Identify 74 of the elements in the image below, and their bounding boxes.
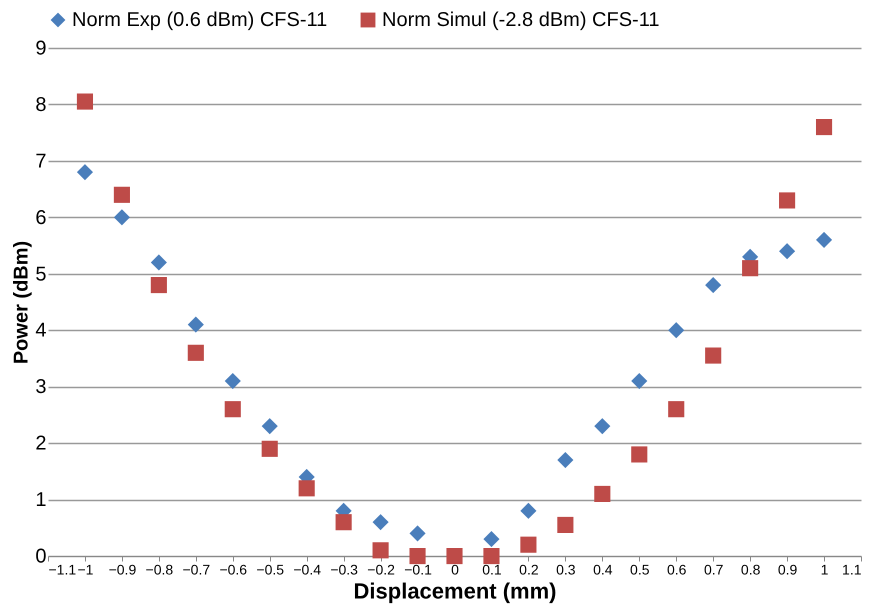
x-tick-label: −0.3 — [330, 562, 358, 578]
x-tick-label: 0.1 — [482, 562, 502, 578]
point — [150, 277, 167, 294]
x-tick-label: −1 — [77, 562, 94, 578]
x-tick-label: −0.4 — [293, 562, 322, 578]
point — [336, 514, 352, 530]
x-tick-label: −0.6 — [219, 562, 248, 578]
point — [76, 94, 94, 110]
y-tick-label: 8 — [35, 94, 46, 116]
y-tick-label: 9 — [35, 38, 46, 60]
x-tick-label: −0.7 — [182, 562, 210, 578]
y-tick-label: 6 — [35, 206, 46, 229]
x-tick-label: −0.5 — [256, 562, 284, 578]
point — [150, 254, 167, 271]
point — [224, 372, 241, 390]
x-tick-label: 0.5 — [630, 562, 650, 578]
point — [631, 446, 648, 462]
point — [594, 486, 610, 502]
point — [742, 260, 758, 276]
x-tick-label: 0.3 — [556, 562, 576, 578]
x-tick-label: 0.2 — [519, 562, 539, 578]
point — [76, 164, 94, 180]
x-tick-label: 0.8 — [740, 562, 761, 578]
point — [705, 348, 722, 364]
x-tick-label: 0.9 — [778, 562, 798, 578]
point — [520, 502, 536, 519]
point — [594, 418, 610, 434]
point — [557, 452, 574, 468]
x-tick-label: −1.1 — [48, 562, 76, 578]
y-tick-label: 7 — [35, 150, 46, 172]
x-tick-label: −0.9 — [108, 562, 136, 578]
x-axis-title: Displacement (mm) — [354, 578, 556, 604]
legend-label: Norm Exp (0.6 dBm) CFS-11 — [72, 9, 328, 31]
x-tick-label: 1.1 — [842, 562, 862, 578]
point — [224, 401, 241, 418]
point — [483, 548, 500, 564]
y-tick-label: 2 — [35, 432, 46, 455]
point — [779, 192, 796, 208]
point — [372, 514, 389, 530]
point — [409, 548, 426, 564]
point — [631, 372, 648, 390]
point — [668, 322, 684, 338]
point — [483, 531, 500, 548]
x-tick-label: −0.8 — [146, 562, 174, 578]
point — [114, 209, 130, 226]
point — [557, 516, 574, 534]
point — [262, 418, 278, 434]
y-tick-label: 1 — [35, 489, 46, 512]
point — [668, 401, 684, 418]
y-tick-label: 4 — [35, 320, 46, 342]
x-tick-label: −0.2 — [367, 562, 396, 578]
point — [188, 316, 204, 333]
point — [446, 548, 463, 564]
x-tick-label: 0.7 — [704, 562, 724, 578]
point — [114, 186, 130, 203]
x-tick-label: 0 — [451, 562, 460, 578]
legend-label: Norm Simul (-2.8 dBm) CFS-11 — [382, 9, 660, 31]
y-tick-label: 3 — [35, 376, 46, 398]
point — [188, 344, 204, 361]
point — [816, 232, 832, 248]
point — [298, 480, 315, 496]
y-tick-label: 5 — [35, 263, 46, 286]
x-tick-label: −0.1 — [404, 562, 432, 578]
point — [705, 277, 722, 294]
point — [409, 525, 426, 542]
x-tick-label: 1 — [820, 562, 829, 578]
point — [779, 243, 796, 260]
x-tick-label: 0.4 — [593, 562, 613, 578]
point — [262, 440, 278, 457]
point — [372, 542, 389, 558]
point — [816, 118, 832, 136]
x-tick-label: 0.6 — [666, 562, 687, 578]
y-axis-title: Power (dBm) — [10, 240, 32, 364]
point — [520, 536, 536, 553]
